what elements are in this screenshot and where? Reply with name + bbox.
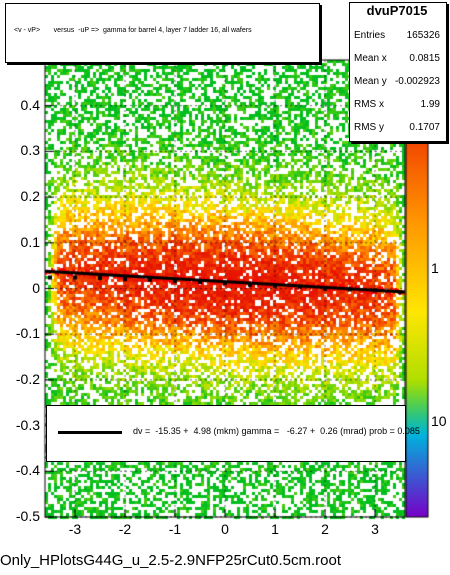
y-tick-label: -0.3: [15, 416, 40, 433]
stats-row: RMS y 0.1707: [354, 122, 440, 136]
stats-title: dvuP7015: [366, 3, 428, 18]
stats-box: [349, 2, 447, 142]
stats-label: Entries: [354, 30, 386, 41]
y-tick-label: 0.4: [20, 96, 40, 113]
stats-value: 0.0815: [409, 53, 440, 64]
x-tick-label: 1: [271, 521, 279, 537]
stats-row: RMS x 1.99: [354, 99, 440, 113]
stats-value: 0.1707: [409, 122, 440, 133]
x-tick-label: -1: [168, 521, 182, 537]
x-tick-label: 3: [371, 521, 379, 537]
x-tick-label: -2: [118, 521, 132, 537]
stats-row: Entries 165326: [354, 30, 440, 44]
fit-result-text: dv = -15.35 + 4.98 (mkm) gamma = -6.27 +…: [133, 426, 420, 436]
y-tick-label: -0.1: [15, 325, 40, 342]
x-tick-label: 0: [221, 521, 229, 537]
stats-row: Mean x 0.0815: [354, 53, 440, 67]
x-tick-label: 2: [321, 521, 329, 537]
y-tick-label: -0.2: [15, 370, 40, 387]
stats-row: Mean y -0.002923: [354, 76, 440, 90]
stats-value: -0.002923: [394, 76, 440, 87]
y-tick-label: 0.2: [20, 188, 40, 205]
z-tick-label: 10: [431, 413, 447, 429]
y-tick-label: -0.5: [15, 508, 40, 524]
title-box: [5, 3, 320, 63]
y-tick-label: 0: [32, 279, 40, 296]
y-tick-label: 0.3: [20, 142, 40, 159]
stats-label: Mean x: [354, 53, 387, 64]
x-tick-label: -3: [68, 521, 82, 537]
stats-label: RMS x: [354, 99, 384, 110]
stats-label: Mean y: [354, 76, 387, 87]
plot-title: <v - vP> versus -uP => gamma for barrel …: [14, 27, 252, 34]
stats-value: 165326: [406, 30, 440, 41]
z-tick-label: 1: [431, 260, 439, 276]
stats-label: RMS y: [354, 122, 384, 133]
fit-legend-line: [58, 431, 122, 434]
y-tick-label: 0.1: [20, 233, 40, 250]
footer-filename: Only_HPlotsG44G_u_2.5-2.9NFP25rCut0.5cm.…: [0, 552, 341, 569]
y-tick-label: -0.4: [15, 462, 40, 479]
stats-value: 1.99: [420, 99, 440, 110]
